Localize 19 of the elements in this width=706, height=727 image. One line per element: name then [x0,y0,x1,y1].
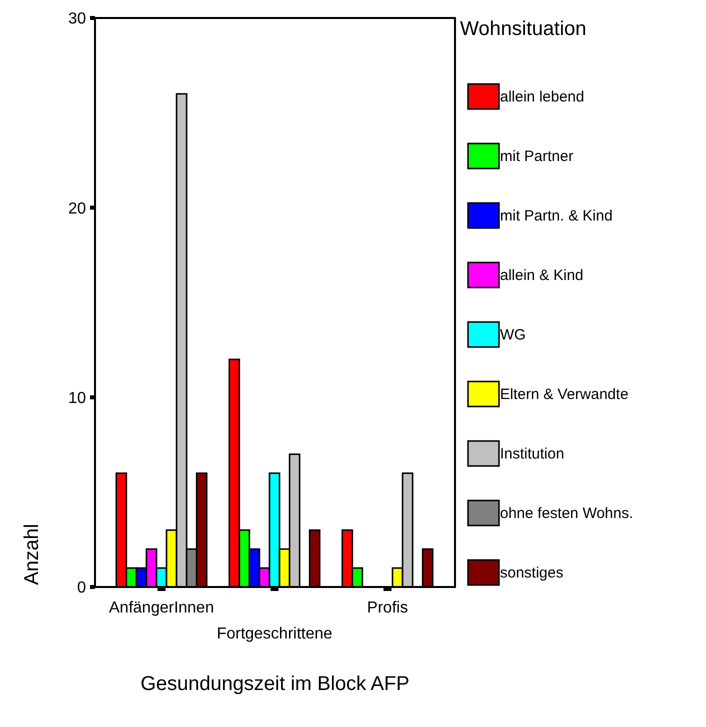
x-tick-label: AnfängerInnen [109,600,214,617]
legend-label: mit Partner [500,148,574,165]
legend-label: ohne festen Wohns. [500,504,634,522]
y-tick-label: 0 [77,580,86,597]
y-tick-label: 20 [68,200,86,218]
legend-label: allein & Kind [500,266,584,284]
legend-title: Wohnsituation [460,18,586,40]
legend-label: Eltern & Verwandte [500,386,628,403]
legend-label: WG [500,326,526,344]
x-tick-label: Fortgeschrittene [216,626,332,643]
legend-label: sonstiges [500,564,564,582]
y-axis-title: Anzahl [21,524,43,585]
x-tick-label: Profis [367,600,408,617]
legend-label: mit Partn. & Kind [500,207,613,224]
x-axis-title: Gesundungszeit im Block AFP [140,673,410,695]
y-tick-label: 30 [68,10,86,28]
legend-label: allein lebend [500,88,584,106]
y-tick-label: 10 [68,390,86,407]
legend-label: Institution [500,445,564,462]
